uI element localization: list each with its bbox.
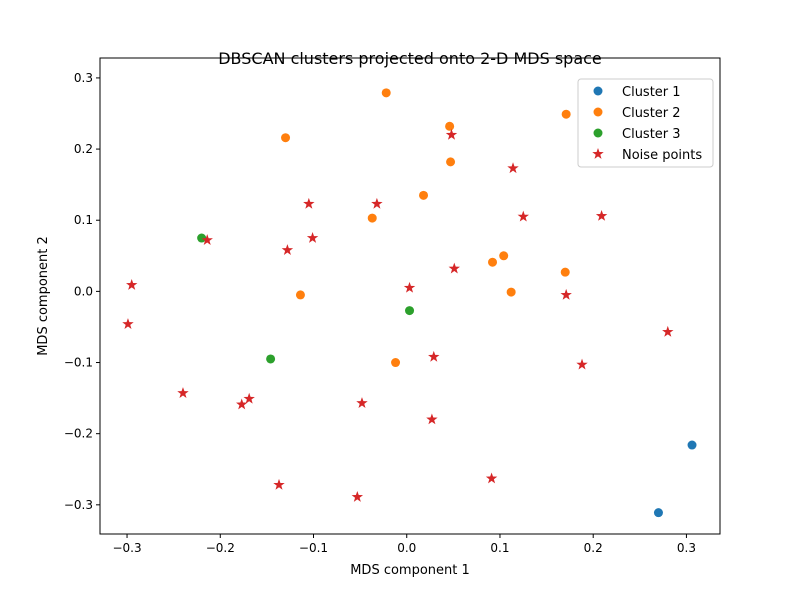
legend-marker-noise-points xyxy=(592,148,604,159)
cluster-3-point xyxy=(405,306,415,316)
legend-box xyxy=(577,78,714,168)
noise-points-point xyxy=(662,325,674,337)
noise-points-point xyxy=(428,350,440,362)
y-axis-label: MDS component 2 xyxy=(36,236,51,356)
axis-ticks: −0.3 −0.2 −0.1 0.0 0.1 0.2 0.3 −0.3 −0.2 −0.1 0.0 0… xyxy=(64,71,696,555)
cluster-2-point xyxy=(419,190,429,200)
cluster-3-point xyxy=(197,233,207,243)
legend-marker-cluster-3 xyxy=(593,128,603,138)
noise-points-point xyxy=(448,262,460,274)
cluster-2-point xyxy=(488,257,498,267)
cluster-2-point xyxy=(560,267,570,277)
noise-points-point xyxy=(403,281,416,293)
noise-points-point xyxy=(122,318,134,329)
y-tick-label: −0.1 xyxy=(64,356,93,370)
cluster-2-point xyxy=(506,287,516,297)
legend-marker-cluster-2 xyxy=(593,107,603,117)
cluster-2-point xyxy=(391,358,401,368)
noise-points-point xyxy=(426,413,438,425)
cluster-2-point xyxy=(281,133,291,143)
x-tick-label: 0.1 xyxy=(490,541,509,555)
legend: Cluster 1 Cluster 2 Cluster 3 Noise points xyxy=(577,78,714,168)
noise-points-point xyxy=(306,232,319,243)
x-tick-label: 0.3 xyxy=(677,541,696,555)
y-tick-label: −0.2 xyxy=(64,427,93,441)
y-tick-label: 0.0 xyxy=(74,284,93,298)
y-tick-label: 0.1 xyxy=(74,213,93,227)
y-tick-label: 0.2 xyxy=(74,142,93,156)
x-tick-label: 0.0 xyxy=(397,541,416,555)
noise-points-point xyxy=(303,197,315,209)
cluster-3-point xyxy=(266,354,276,364)
x-tick-label: −0.1 xyxy=(299,541,328,555)
data-points xyxy=(122,88,697,518)
noise-points-point xyxy=(371,197,383,209)
cluster-2-point xyxy=(445,121,455,131)
legend-label-noise-points: Noise points xyxy=(622,148,702,163)
plot-area-frame xyxy=(99,57,721,535)
x-tick-label: −0.3 xyxy=(112,541,141,555)
noise-points-point xyxy=(351,491,364,502)
y-tick-label: −0.3 xyxy=(64,498,93,512)
noise-points-point xyxy=(356,397,368,408)
noise-points-point xyxy=(595,209,608,221)
noise-points-point xyxy=(445,128,458,140)
cluster-2-point xyxy=(446,157,456,167)
legend-label-cluster-3: Cluster 3 xyxy=(622,127,681,142)
cluster-2-point xyxy=(367,213,377,223)
x-tick-label: −0.2 xyxy=(206,541,235,555)
x-axis-label: MDS component 1 xyxy=(350,563,470,578)
cluster-2-point xyxy=(381,88,391,98)
noise-points-point xyxy=(485,472,498,484)
cluster-2-point xyxy=(499,251,509,261)
cluster-1-point xyxy=(687,440,697,450)
noise-points-point xyxy=(576,358,588,370)
noise-points-point xyxy=(125,278,138,290)
noise-points-point xyxy=(273,478,285,490)
legend-label-cluster-2: Cluster 2 xyxy=(622,106,681,121)
x-tick-label: 0.2 xyxy=(584,541,603,555)
noise-points-point xyxy=(177,387,189,398)
noise-points-point xyxy=(236,398,248,410)
noise-points-point xyxy=(517,210,529,222)
noise-points-point xyxy=(507,162,519,174)
noise-points-point xyxy=(560,288,572,300)
legend-marker-cluster-1 xyxy=(593,86,603,96)
legend-label-cluster-1: Cluster 1 xyxy=(622,85,681,100)
noise-points-point xyxy=(201,234,213,245)
noise-points-point xyxy=(281,244,294,255)
cluster-2-point xyxy=(295,290,305,300)
noise-points-point xyxy=(243,392,255,404)
cluster-1-point xyxy=(653,508,663,518)
cluster-2-point xyxy=(561,109,571,119)
y-tick-label: 0.3 xyxy=(74,71,93,85)
